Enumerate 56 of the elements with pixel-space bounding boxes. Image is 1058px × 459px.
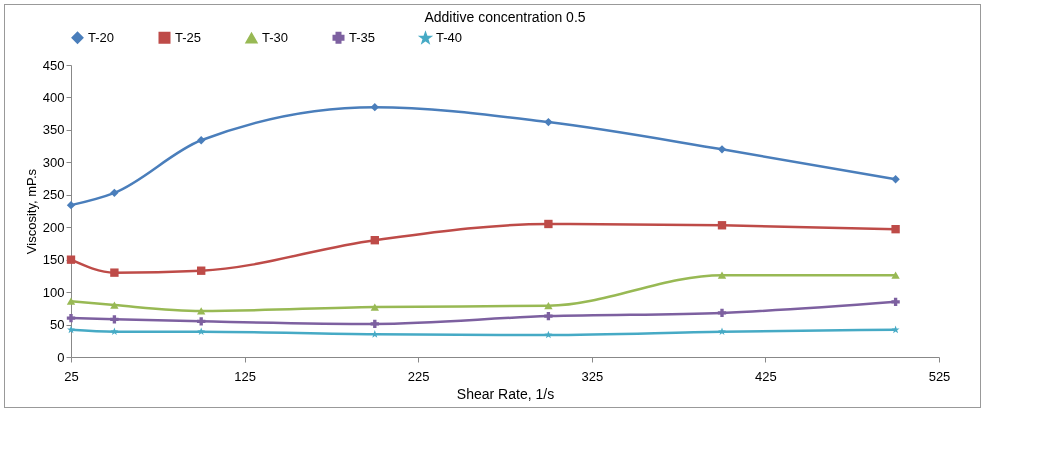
- y-tick-label: 300: [42, 154, 65, 170]
- point: [370, 236, 379, 245]
- y-tick-label: 100: [42, 284, 65, 300]
- point: [110, 301, 119, 309]
- point: [197, 327, 206, 336]
- point: [717, 308, 727, 318]
- point: [66, 200, 76, 210]
- point: [891, 271, 900, 279]
- point: [891, 297, 900, 307]
- point: [66, 313, 76, 323]
- y-tick-label: 200: [42, 219, 65, 235]
- x-tick-label: 525: [928, 368, 951, 384]
- point: [197, 266, 206, 275]
- legend-label: T-20: [88, 29, 115, 45]
- x-tick-label: 225: [407, 368, 430, 384]
- point: [110, 268, 119, 277]
- point: [544, 219, 553, 229]
- point: [110, 315, 119, 324]
- x-tick-label: 425: [755, 368, 777, 384]
- legend-label: T-30: [262, 30, 289, 46]
- point: [370, 102, 379, 112]
- point: [717, 221, 727, 230]
- y-axis-title: Viscosity, mP.s: [23, 168, 39, 255]
- point: [891, 325, 900, 334]
- legend-label: T-35: [349, 29, 376, 45]
- y-tick-label: 400: [42, 89, 65, 105]
- point: [891, 175, 900, 184]
- x-axis-title: Shear Rate, 1/s: [456, 385, 555, 402]
- point: [544, 302, 553, 310]
- y-tick-label: 150: [42, 252, 65, 268]
- y-tick-label: 450: [42, 57, 65, 73]
- y-tick-label: 50: [50, 317, 65, 333]
- point: [197, 136, 206, 145]
- y-tick-label: 350: [42, 122, 65, 138]
- point: [544, 311, 553, 321]
- legend-label: T-40: [436, 30, 463, 46]
- legend-label: T-25: [175, 29, 202, 45]
- point: [717, 271, 727, 279]
- point: [544, 117, 553, 127]
- point: [66, 297, 76, 305]
- point: [110, 327, 119, 336]
- x-tick-label: 25: [64, 368, 79, 384]
- y-tick-label: 250: [42, 187, 65, 203]
- point: [66, 255, 76, 264]
- x-tick-label: 125: [234, 368, 256, 384]
- point: [370, 303, 379, 311]
- point: [197, 307, 206, 315]
- point: [718, 327, 726, 336]
- point: [110, 188, 119, 198]
- point: [891, 224, 900, 234]
- point: [370, 319, 379, 329]
- point: [67, 325, 75, 334]
- x-tick-label: 325: [581, 368, 604, 384]
- chart-title: Additive concentration 0.5: [424, 9, 586, 25]
- y-tick-label: 0: [57, 349, 65, 365]
- point: [717, 145, 727, 154]
